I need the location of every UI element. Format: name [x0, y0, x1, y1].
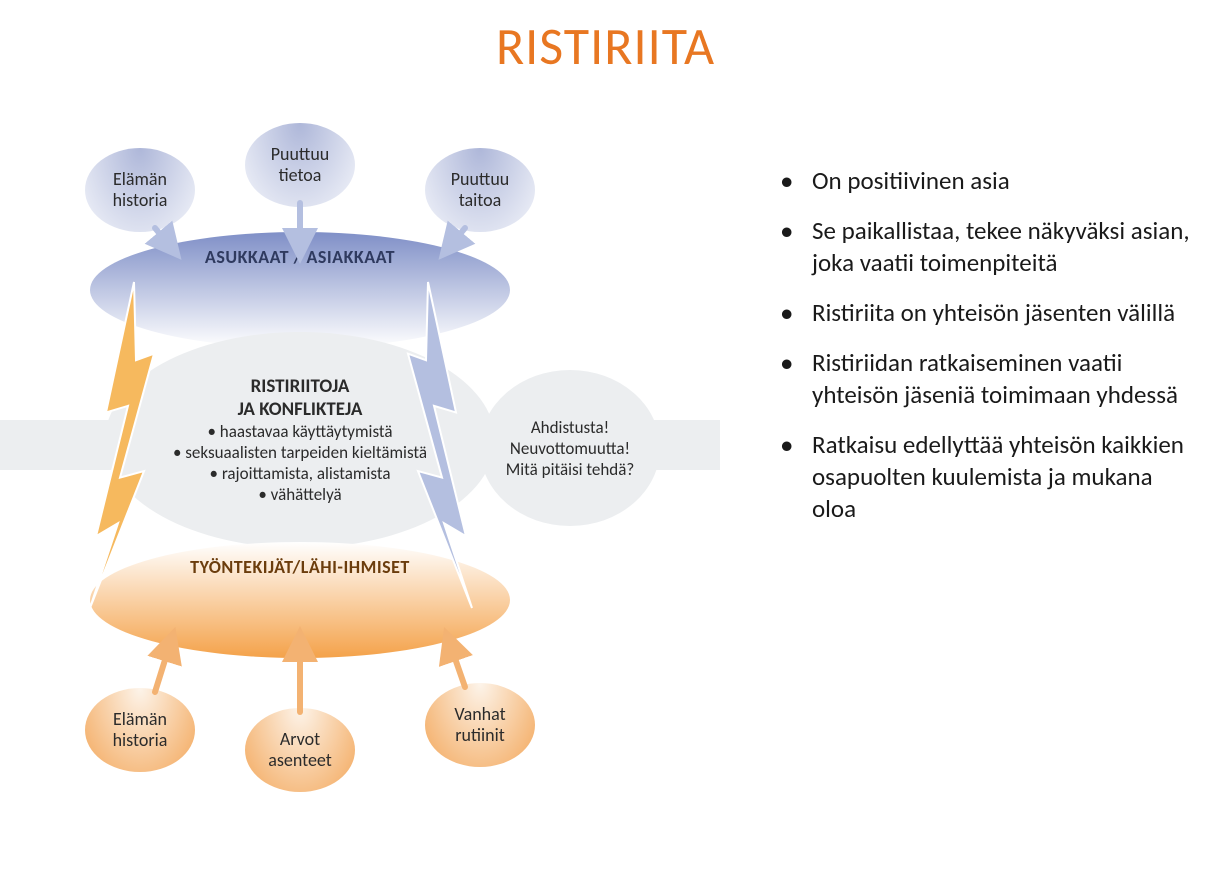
bullet-list: On positiivinen asia Se paikallistaa, tek…	[770, 165, 1190, 543]
slide: RISTIRIITA Ahdistusta! Neuvottomuutta! M…	[0, 0, 1211, 876]
bottom-arrows-icon	[0, 110, 720, 870]
bullet-item: Ristiriidan ratkaiseminen vaatii yhteisö…	[770, 347, 1190, 411]
page-title: RISTIRIITA	[0, 14, 1211, 78]
bullet-ul: On positiivinen asia Se paikallistaa, tek…	[770, 165, 1190, 525]
bullet-item: Ratkaisu edellyttää yhteisön kaikkien os…	[770, 429, 1190, 525]
bullet-item: Ristiriita on yhteisön jäsenten välillä	[770, 297, 1190, 329]
diagram-area: Ahdistusta! Neuvottomuutta! Mitä pitäisi…	[0, 110, 720, 870]
bullet-item: On positiivinen asia	[770, 165, 1190, 197]
bullet-item: Se paikallistaa, tekee näkyväksi asian, …	[770, 215, 1190, 279]
